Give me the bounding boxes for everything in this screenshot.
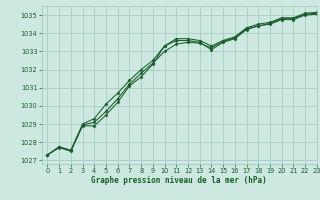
X-axis label: Graphe pression niveau de la mer (hPa): Graphe pression niveau de la mer (hPa)	[91, 176, 267, 185]
